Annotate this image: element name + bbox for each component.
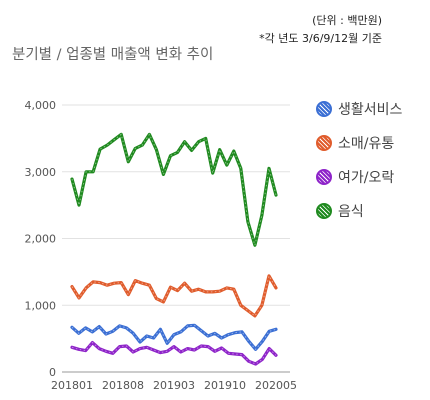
legend-item: 여가/오락: [316, 168, 402, 186]
x-tick-label: 201903: [153, 379, 195, 392]
y-tick-label: 3,000: [25, 166, 57, 179]
y-tick-label: 2,000: [25, 233, 57, 246]
legend-label: 음식: [338, 204, 364, 220]
x-tick-label: 201808: [102, 379, 144, 392]
legend-item: 소매/유통: [316, 134, 402, 152]
legend-label: 소매/유통: [338, 136, 395, 152]
series-texture-3: [71, 133, 277, 248]
series-lines: [70, 132, 278, 366]
y-tick-label: 0: [49, 366, 56, 379]
series-line-3: [70, 132, 278, 247]
series-line-0: [70, 323, 278, 351]
y-axis-ticks: 0 1,000 2,000 3,000 4,000: [25, 99, 57, 379]
legend-swatch-icon: [316, 203, 332, 219]
base-note: *각 년도 3/6/9/12월 기준: [259, 32, 382, 45]
legend-swatch-icon: [316, 169, 332, 185]
series-texture-1: [71, 274, 277, 317]
y-tick-label: 4,000: [25, 99, 57, 112]
x-tick-label: 202005: [255, 379, 297, 392]
series-line-1: [70, 274, 278, 318]
x-tick-label: 201801: [51, 379, 93, 392]
legend-swatch-icon: [316, 135, 332, 151]
chart-title: 분기별 / 업종별 매출액 변화 추이: [12, 47, 214, 63]
legend-label: 생활서비스: [338, 102, 403, 118]
legend-item: 생활서비스: [316, 100, 402, 118]
legend-swatch-icon: [316, 101, 332, 117]
grid-lines: [62, 104, 290, 373]
series-line-2: [70, 341, 278, 366]
series-texture-0: [71, 324, 277, 351]
unit-note: (단위 : 백만원): [312, 14, 382, 27]
y-tick-label: 1,000: [25, 299, 57, 312]
legend-label: 여가/오락: [338, 170, 395, 186]
series-texture-2: [71, 341, 277, 365]
legend-item: 음식: [316, 202, 402, 220]
x-tick-label: 201910: [204, 379, 246, 392]
x-axis-ticks: 201801 201808 201903 201910 202005: [51, 379, 297, 392]
